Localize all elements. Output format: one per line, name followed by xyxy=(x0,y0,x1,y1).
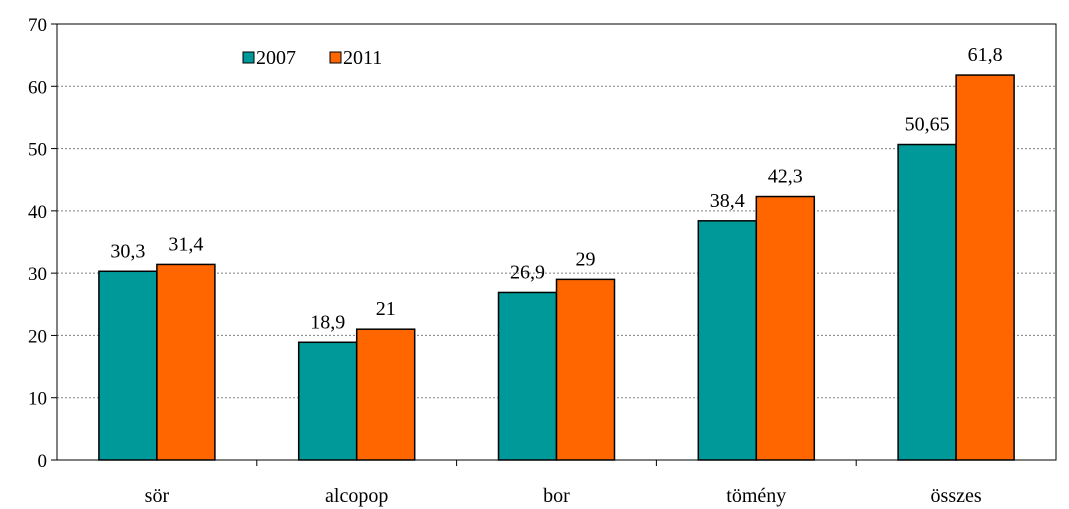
bar-2011-3 xyxy=(755,195,816,461)
bar-2007-0 xyxy=(98,270,158,461)
data-label-2011-4: 61,8 xyxy=(968,44,1003,66)
data-label-2007-3: 38,4 xyxy=(710,190,745,212)
bar-2011-2 xyxy=(555,278,616,461)
data-label-2007-1: 18,9 xyxy=(310,311,345,333)
data-labels: 30,3 31,4 18,9 21 26,9 29 38,4 42,3 50,65 61,8 xyxy=(110,44,1002,333)
legend-swatch-2011 xyxy=(329,51,342,64)
legend-label-2007: 2007 xyxy=(256,47,296,69)
y-tick-label: 30 xyxy=(28,264,47,285)
y-tick-label: 10 xyxy=(28,389,47,410)
data-label-2007-0: 30,3 xyxy=(110,240,145,262)
legend-swatch-2007 xyxy=(242,51,255,64)
data-label-2011-1: 21 xyxy=(376,298,396,320)
axes: 0 10 20 30 40 50 60 70 sör alcopop bor tömény összes xyxy=(28,15,1057,507)
data-label-2007-4: 50,65 xyxy=(905,114,950,136)
x-category-label: bor xyxy=(543,485,570,507)
y-tick-label: 50 xyxy=(28,140,47,161)
legend-label-2011: 2011 xyxy=(343,47,382,69)
y-tick-label: 0 xyxy=(38,451,48,472)
y-tick-label: 60 xyxy=(28,77,47,98)
data-label-2011-2: 29 xyxy=(576,248,596,270)
plot-frame xyxy=(56,23,1057,461)
bar-2011-0 xyxy=(156,263,216,461)
bar-2011-4 xyxy=(955,74,1015,461)
data-label-2007-2: 26,9 xyxy=(510,261,545,283)
y-tick-label: 70 xyxy=(28,15,47,36)
y-tick-label: 40 xyxy=(28,202,47,223)
bars xyxy=(98,74,1015,461)
x-category-label: alcopop xyxy=(325,485,388,507)
legend: 2007 2011 xyxy=(242,47,382,69)
y-tick-label: 20 xyxy=(28,326,47,347)
x-category-label: tömény xyxy=(726,485,786,507)
x-category-label: összes xyxy=(931,485,982,507)
data-label-2011-3: 42,3 xyxy=(768,166,803,188)
bar-2007-3 xyxy=(697,220,758,461)
data-label-2011-0: 31,4 xyxy=(168,233,203,255)
bar-2007-4 xyxy=(897,143,957,461)
x-category-label: sör xyxy=(145,485,170,507)
bar-2011-1 xyxy=(355,328,416,461)
bar-2007-1 xyxy=(297,341,358,461)
bar-2007-2 xyxy=(497,291,558,461)
